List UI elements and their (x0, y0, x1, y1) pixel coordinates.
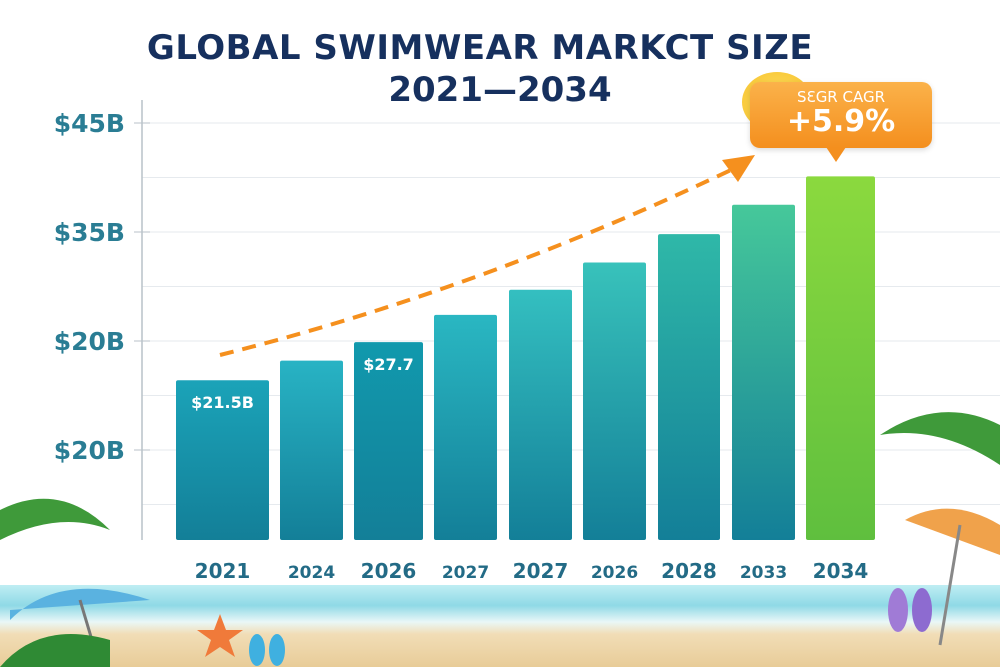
trend-arrow-head (722, 155, 755, 182)
cagr-value: +5.9% (786, 104, 896, 139)
bar (806, 176, 875, 540)
x-tick-label: 2026 (361, 559, 417, 583)
y-tick-label: $20B (54, 327, 125, 356)
starfish-flipflops-decoration (197, 614, 285, 666)
x-tick-label: 2034 (813, 559, 869, 583)
bar (509, 289, 572, 540)
x-tick-label: 2027 (513, 559, 569, 583)
y-tick-label: $45B (54, 109, 125, 138)
x-tick-label: 2026 (591, 563, 638, 583)
x-tick-label: 2028 (661, 559, 717, 583)
y-tick-label: $20B (54, 436, 125, 465)
bar (434, 314, 497, 540)
bar (658, 234, 720, 540)
bar (354, 342, 423, 540)
x-tick-label: 2033 (740, 563, 787, 583)
chart-title: GLOBAL SWIMWEAR MARKCT SIZE (146, 28, 814, 68)
data-label: $21.5B (191, 393, 254, 412)
bar (583, 262, 646, 540)
bar (732, 204, 795, 540)
data-label: $27.7 (363, 355, 414, 374)
cagr-label: SƐGR CAGR (796, 88, 886, 106)
x-tick-label: 2021 (195, 559, 251, 583)
bar (176, 380, 269, 540)
cagr-badge: SƐGR CAGR +5.9% (750, 82, 932, 162)
trend-arrow-line (219, 166, 736, 357)
bar (280, 360, 343, 540)
palm-umbrella-right-decoration (880, 412, 1000, 646)
x-tick-label: 2024 (288, 563, 335, 583)
y-tick-label: $35B (54, 218, 125, 247)
chart-subtitle: 2021—2034 (388, 70, 612, 110)
beach-background (0, 585, 1000, 667)
x-tick-label: 2027 (442, 563, 489, 583)
palm-umbrella-left-decoration (0, 498, 150, 667)
